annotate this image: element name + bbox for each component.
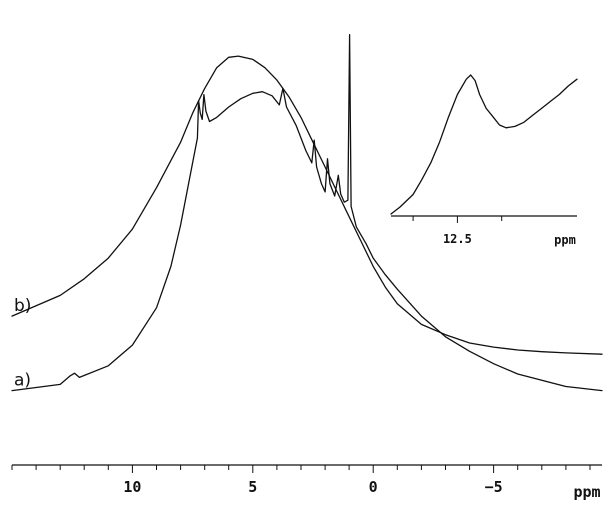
- series-label-b: b): [14, 296, 31, 316]
- x-tick-label: 5: [248, 478, 257, 496]
- series-line-a: [11, 33, 603, 392]
- inset-spectrum-plot: 12.5 ppm: [390, 74, 578, 247]
- inset-series-line: [390, 74, 578, 215]
- x-axis-label: ppm: [573, 483, 600, 501]
- inset-x-tick-label: 12.5: [443, 232, 472, 246]
- series-line-b: [11, 55, 603, 355]
- x-tick-label: 0: [369, 478, 378, 496]
- inset-x-axis-label: ppm: [554, 233, 576, 247]
- series-label-a: a): [14, 371, 31, 391]
- x-tick-label: −5: [485, 478, 503, 496]
- x-tick-label: 10: [123, 478, 141, 496]
- main-spectrum-plot: a) b) 10 5 0 −5 ppm: [11, 33, 603, 501]
